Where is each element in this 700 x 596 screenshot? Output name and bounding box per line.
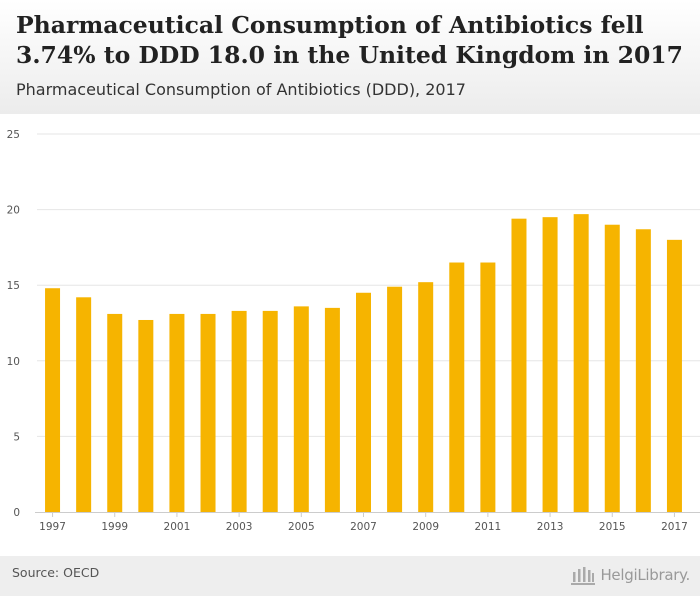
bar-1998[interactable] [76,297,92,512]
bar-2006[interactable] [324,307,340,512]
x-tick-label: 2009 [412,521,439,533]
chart-footer: Source: OECD HelgiLibrary. [0,556,700,596]
chart-title: Pharmaceutical Consumption of Antibiotic… [16,11,684,69]
x-tick-label: 2015 [599,521,626,533]
x-tick-label: 1999 [101,521,128,533]
bar-2000[interactable] [138,319,154,512]
y-tick-label: 20 [7,205,20,217]
x-axis-ticks: 1997 1999 2001 2003 2005 2007 2009 2011 2013 2015… [39,512,688,533]
bars [45,214,682,513]
x-tick-label: 1997 [39,521,66,533]
y-tick-label: 10 [7,356,20,368]
bar-2013[interactable] [542,217,558,512]
x-tick-label: 2005 [288,521,315,533]
y-axis-ticks: 0 5 10 15 20 25 [7,129,20,519]
bar-2009[interactable] [418,282,434,512]
x-tick-label: 2003 [226,521,253,533]
y-tick-label: 5 [13,431,20,443]
bar-2007[interactable] [356,292,371,512]
bar-2017[interactable] [666,239,682,512]
bar-1997[interactable] [45,288,61,512]
chart-header: Pharmaceutical Consumption of Antibiotic… [0,0,700,114]
bar-2008[interactable] [387,286,403,512]
bar-2004[interactable] [262,310,278,512]
bar-1999[interactable] [107,313,123,512]
bar-2016[interactable] [635,229,651,513]
library-columns-icon [571,567,596,585]
x-tick-label: 2017 [661,521,688,533]
bar-2012[interactable] [511,218,527,512]
source-note: Source: OECD [12,565,100,580]
bar-2001[interactable] [169,313,185,512]
helgilibrary-logo[interactable]: HelgiLibrary. [570,562,690,588]
y-tick-label: 25 [7,129,20,141]
bar-2010[interactable] [449,262,465,512]
bar-2014[interactable] [573,214,589,513]
bar-2002[interactable] [200,313,216,512]
y-tick-label: 0 [13,507,20,519]
x-tick-label: 2007 [350,521,377,533]
chart-subtitle: Pharmaceutical Consumption of Antibiotic… [16,80,466,99]
x-tick-label: 2011 [475,521,502,533]
x-tick-label: 2001 [164,521,191,533]
bar-2015[interactable] [604,224,620,512]
bar-2003[interactable] [231,310,247,512]
bar-2005[interactable] [293,306,309,512]
bar-chart: 0 5 10 15 20 25 1997 1999 2001 2003 2005 2007 2009 2… [7,129,700,533]
y-tick-label: 15 [7,280,20,292]
bar-2011[interactable] [480,262,496,512]
x-tick-label: 2013 [537,521,564,533]
logo-text: HelgiLibrary. [600,566,690,584]
